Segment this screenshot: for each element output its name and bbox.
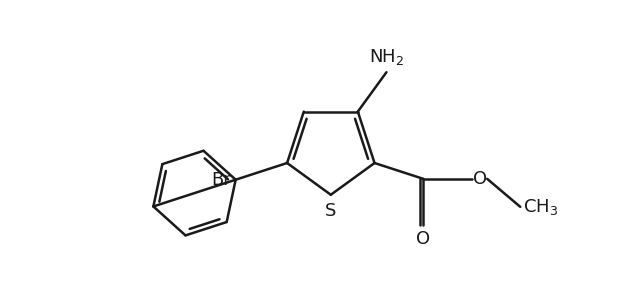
Text: Br: Br bbox=[212, 171, 231, 189]
Text: O: O bbox=[417, 230, 431, 248]
Text: NH$_2$: NH$_2$ bbox=[369, 47, 404, 67]
Text: S: S bbox=[325, 202, 337, 220]
Text: O: O bbox=[473, 170, 487, 188]
Text: CH$_3$: CH$_3$ bbox=[523, 197, 558, 217]
